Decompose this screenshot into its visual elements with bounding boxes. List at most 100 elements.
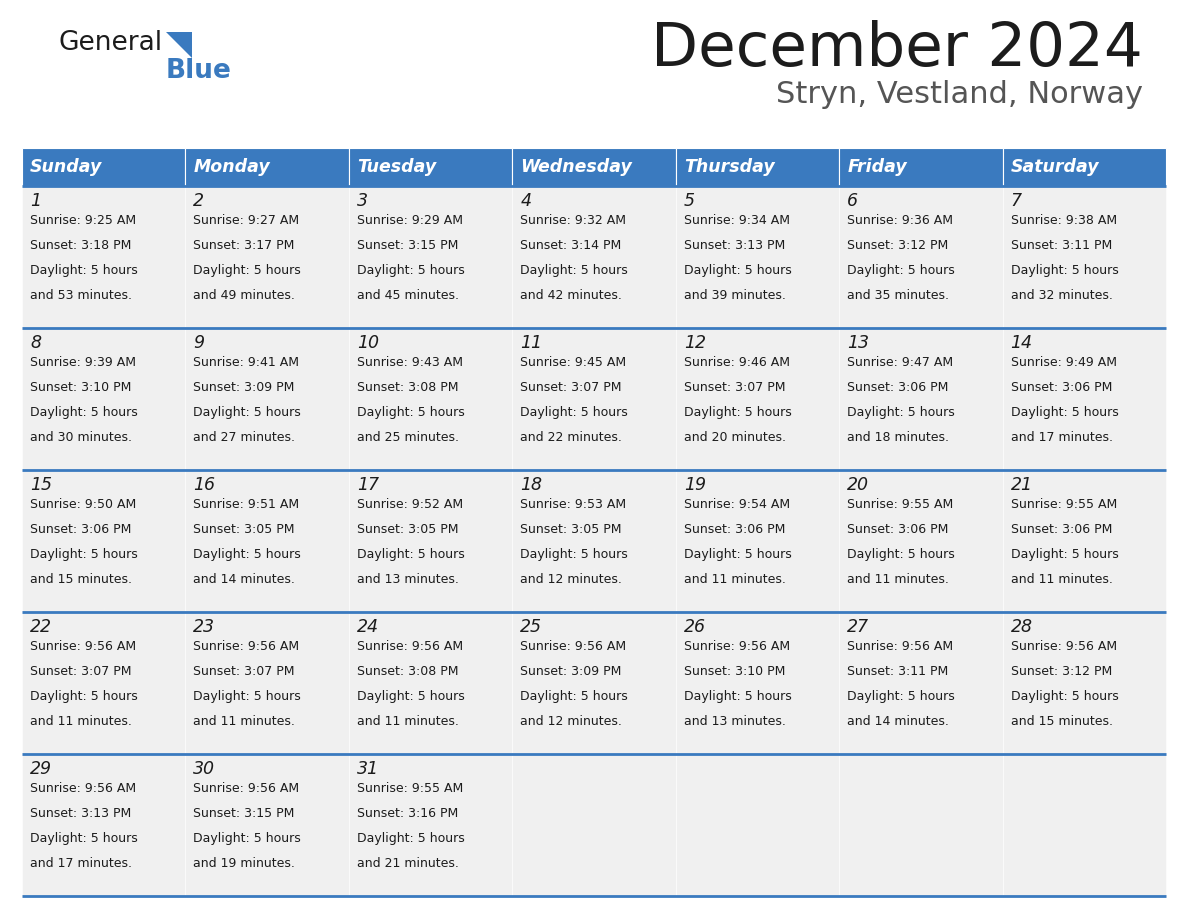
Text: Sunrise: 9:39 AM: Sunrise: 9:39 AM — [30, 356, 135, 369]
Text: Sunrise: 9:45 AM: Sunrise: 9:45 AM — [520, 356, 626, 369]
Text: Sunset: 3:15 PM: Sunset: 3:15 PM — [194, 807, 295, 820]
Text: Daylight: 5 hours: Daylight: 5 hours — [684, 548, 791, 561]
Text: 20: 20 — [847, 476, 870, 494]
Bar — [512, 186, 676, 328]
Text: and 11 minutes.: and 11 minutes. — [1011, 573, 1112, 586]
Text: Sunrise: 9:55 AM: Sunrise: 9:55 AM — [356, 782, 463, 795]
Text: 7: 7 — [1011, 192, 1022, 210]
Text: 13: 13 — [847, 334, 870, 352]
Text: Sunset: 3:10 PM: Sunset: 3:10 PM — [30, 381, 132, 394]
Bar — [512, 328, 676, 470]
Text: Daylight: 5 hours: Daylight: 5 hours — [1011, 406, 1118, 419]
Text: Blue: Blue — [166, 58, 232, 84]
Text: 6: 6 — [847, 192, 858, 210]
Bar — [512, 612, 676, 754]
Text: Sunrise: 9:56 AM: Sunrise: 9:56 AM — [1011, 640, 1117, 653]
Bar — [839, 148, 1003, 186]
Bar — [185, 470, 349, 612]
Text: Daylight: 5 hours: Daylight: 5 hours — [30, 406, 138, 419]
Text: Sunrise: 9:29 AM: Sunrise: 9:29 AM — [356, 214, 463, 227]
Text: Daylight: 5 hours: Daylight: 5 hours — [356, 548, 465, 561]
Text: 29: 29 — [30, 760, 52, 778]
Text: Sunset: 3:07 PM: Sunset: 3:07 PM — [520, 381, 621, 394]
Text: Sunset: 3:08 PM: Sunset: 3:08 PM — [356, 381, 459, 394]
Text: and 53 minutes.: and 53 minutes. — [30, 288, 132, 301]
Text: Wednesday: Wednesday — [520, 158, 632, 176]
Text: Sunrise: 9:56 AM: Sunrise: 9:56 AM — [194, 782, 299, 795]
Text: Daylight: 5 hours: Daylight: 5 hours — [1011, 689, 1118, 702]
Text: Sunrise: 9:50 AM: Sunrise: 9:50 AM — [30, 498, 137, 511]
Text: Friday: Friday — [847, 158, 906, 176]
Text: and 49 minutes.: and 49 minutes. — [194, 288, 296, 301]
Text: 8: 8 — [30, 334, 42, 352]
Text: Saturday: Saturday — [1011, 158, 1099, 176]
Bar — [185, 754, 349, 896]
Text: Sunrise: 9:25 AM: Sunrise: 9:25 AM — [30, 214, 137, 227]
Text: Sunrise: 9:56 AM: Sunrise: 9:56 AM — [847, 640, 953, 653]
Text: Daylight: 5 hours: Daylight: 5 hours — [520, 548, 628, 561]
Text: Daylight: 5 hours: Daylight: 5 hours — [194, 263, 302, 276]
Text: 31: 31 — [356, 760, 379, 778]
Text: and 42 minutes.: and 42 minutes. — [520, 288, 623, 301]
Text: and 12 minutes.: and 12 minutes. — [520, 573, 623, 586]
Bar — [185, 186, 349, 328]
Text: Sunday: Sunday — [30, 158, 102, 176]
Text: Sunrise: 9:27 AM: Sunrise: 9:27 AM — [194, 214, 299, 227]
Text: 4: 4 — [520, 192, 531, 210]
Text: 5: 5 — [684, 192, 695, 210]
Text: Daylight: 5 hours: Daylight: 5 hours — [1011, 263, 1118, 276]
Text: Sunrise: 9:41 AM: Sunrise: 9:41 AM — [194, 356, 299, 369]
Text: 15: 15 — [30, 476, 52, 494]
Text: Sunset: 3:13 PM: Sunset: 3:13 PM — [684, 239, 785, 252]
Bar — [185, 328, 349, 470]
Text: and 11 minutes.: and 11 minutes. — [684, 573, 785, 586]
Text: 3: 3 — [356, 192, 368, 210]
Text: 19: 19 — [684, 476, 706, 494]
Text: Sunrise: 9:36 AM: Sunrise: 9:36 AM — [847, 214, 953, 227]
Bar — [349, 186, 512, 328]
Bar — [23, 612, 185, 754]
Text: Sunrise: 9:56 AM: Sunrise: 9:56 AM — [356, 640, 463, 653]
Text: Sunrise: 9:38 AM: Sunrise: 9:38 AM — [1011, 214, 1117, 227]
Text: Stryn, Vestland, Norway: Stryn, Vestland, Norway — [776, 80, 1143, 109]
Bar — [349, 754, 512, 896]
Text: and 18 minutes.: and 18 minutes. — [847, 431, 949, 443]
Text: Daylight: 5 hours: Daylight: 5 hours — [520, 689, 628, 702]
Text: 26: 26 — [684, 618, 706, 636]
Bar — [1003, 148, 1165, 186]
Bar — [1003, 612, 1165, 754]
Text: Sunset: 3:06 PM: Sunset: 3:06 PM — [684, 523, 785, 536]
Text: 24: 24 — [356, 618, 379, 636]
Text: Sunrise: 9:46 AM: Sunrise: 9:46 AM — [684, 356, 790, 369]
Text: Sunrise: 9:43 AM: Sunrise: 9:43 AM — [356, 356, 463, 369]
Text: 2: 2 — [194, 192, 204, 210]
Bar — [676, 186, 839, 328]
Bar — [1003, 328, 1165, 470]
Text: Sunset: 3:06 PM: Sunset: 3:06 PM — [1011, 523, 1112, 536]
Text: Daylight: 5 hours: Daylight: 5 hours — [194, 406, 302, 419]
Text: Daylight: 5 hours: Daylight: 5 hours — [684, 406, 791, 419]
Text: and 45 minutes.: and 45 minutes. — [356, 288, 459, 301]
Text: and 11 minutes.: and 11 minutes. — [356, 714, 459, 728]
Text: Sunrise: 9:47 AM: Sunrise: 9:47 AM — [847, 356, 953, 369]
Bar — [676, 148, 839, 186]
Text: Sunrise: 9:56 AM: Sunrise: 9:56 AM — [194, 640, 299, 653]
Text: and 32 minutes.: and 32 minutes. — [1011, 288, 1112, 301]
Text: Daylight: 5 hours: Daylight: 5 hours — [520, 263, 628, 276]
Text: Sunset: 3:09 PM: Sunset: 3:09 PM — [194, 381, 295, 394]
Bar — [185, 612, 349, 754]
Text: Sunset: 3:06 PM: Sunset: 3:06 PM — [30, 523, 132, 536]
Text: Sunrise: 9:49 AM: Sunrise: 9:49 AM — [1011, 356, 1117, 369]
Text: Sunset: 3:12 PM: Sunset: 3:12 PM — [847, 239, 948, 252]
Text: Sunset: 3:17 PM: Sunset: 3:17 PM — [194, 239, 295, 252]
Text: Daylight: 5 hours: Daylight: 5 hours — [1011, 548, 1118, 561]
Text: Sunset: 3:16 PM: Sunset: 3:16 PM — [356, 807, 459, 820]
Bar — [1003, 470, 1165, 612]
Text: Sunset: 3:06 PM: Sunset: 3:06 PM — [1011, 381, 1112, 394]
Text: 9: 9 — [194, 334, 204, 352]
Text: 23: 23 — [194, 618, 215, 636]
Text: Sunset: 3:10 PM: Sunset: 3:10 PM — [684, 665, 785, 677]
Text: Sunset: 3:07 PM: Sunset: 3:07 PM — [30, 665, 132, 677]
Text: Daylight: 5 hours: Daylight: 5 hours — [847, 263, 955, 276]
Text: and 15 minutes.: and 15 minutes. — [1011, 714, 1113, 728]
